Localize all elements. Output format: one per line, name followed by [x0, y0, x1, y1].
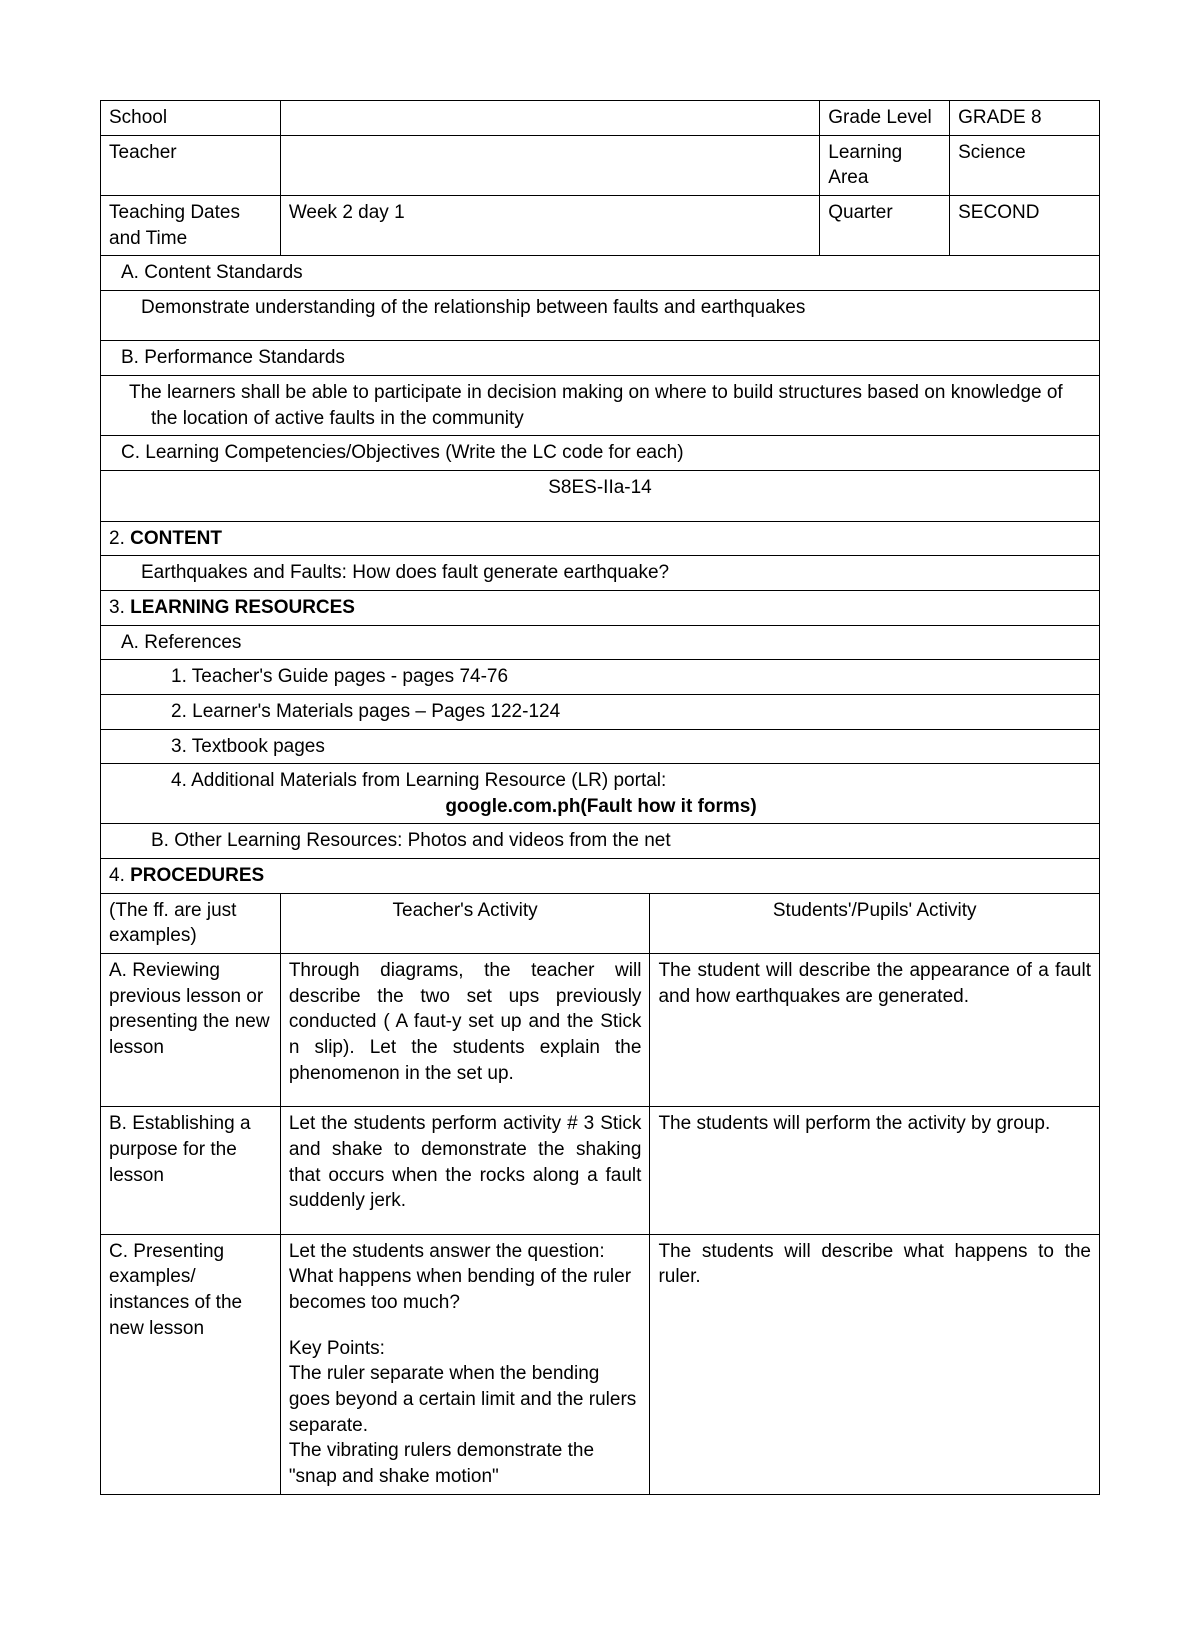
row-proc-c: C. Presenting examples/ instances of the…: [101, 1234, 1100, 1494]
proc-label: PROCEDURES: [130, 865, 264, 886]
text-ref-4-line1: 4. Additional Materials from Learning Re…: [171, 770, 666, 791]
heading-content: 2. CONTENT: [101, 521, 1100, 556]
proc-prefix: 4.: [109, 865, 130, 886]
heading-procedures: 4. PROCEDURES: [101, 859, 1100, 894]
row-teaching-dates: Teaching Dates and Time Week 2 day 1 Qua…: [101, 195, 1100, 255]
row-teacher: Teacher Learning Area Science: [101, 135, 1100, 195]
heading-content-standards: A. Content Standards: [101, 256, 1100, 291]
proc-b-student: The students will perform the activity b…: [650, 1107, 1100, 1235]
row-proc-b: B. Establishing a purpose for the lesson…: [101, 1107, 1100, 1235]
row-school: School Grade Level GRADE 8: [101, 101, 1100, 136]
text-ref-2: 2. Learner's Materials pages – Pages 122…: [101, 694, 1100, 729]
proc-b-teacher: Let the students perform activity # 3 St…: [280, 1107, 650, 1235]
text-ref-4: 4. Additional Materials from Learning Re…: [101, 764, 1100, 824]
proc-c-teacher: Let the students answer the question: Wh…: [280, 1234, 650, 1494]
proc-student-header: Students'/Pupils' Activity: [650, 893, 1100, 953]
row-proc-header: (The ff. are just examples) Teacher's Ac…: [101, 893, 1100, 953]
proc-a-student: The student will describe the appearance…: [650, 954, 1100, 1107]
heading-references: A. References: [101, 625, 1100, 660]
proc-c-teacher-3: Key Points:: [289, 1338, 385, 1359]
proc-c-teacher-2: What happens when bending of the ruler b…: [289, 1266, 631, 1313]
proc-b-label: B. Establishing a purpose for the lesson: [101, 1107, 281, 1235]
text-lc-code: S8ES-IIa-14: [101, 471, 1100, 522]
heading-performance-standards: B. Performance Standards: [101, 341, 1100, 376]
text-ref-3: 3. Textbook pages: [101, 729, 1100, 764]
label-learning-area: Learning Area: [820, 135, 950, 195]
heading-learning-competencies: C. Learning Competencies/Objectives (Wri…: [101, 436, 1100, 471]
text-other-learning: B. Other Learning Resources: Photos and …: [101, 824, 1100, 859]
text-ref-4-line2: google.com.ph(Fault how it forms): [171, 794, 1091, 820]
text-content: Earthquakes and Faults: How does fault g…: [101, 556, 1100, 591]
heading-learning-resources: 3. LEARNING RESOURCES: [101, 590, 1100, 625]
text-performance-standards: The learners shall be able to participat…: [101, 376, 1100, 436]
proc-note: (The ff. are just examples): [101, 893, 281, 953]
proc-a-teacher: Through diagrams, the teacher will descr…: [280, 954, 650, 1107]
content-prefix: 2.: [109, 528, 130, 549]
row-proc-a: A. Reviewing previous lesson or presenti…: [101, 954, 1100, 1107]
value-school: [280, 101, 819, 136]
value-grade-level: GRADE 8: [950, 101, 1100, 136]
value-teacher: [280, 135, 819, 195]
value-quarter: SECOND: [950, 195, 1100, 255]
text-ref-1: 1. Teacher's Guide pages - pages 74-76: [101, 660, 1100, 695]
proc-c-student: The students will describe what happens …: [650, 1234, 1100, 1494]
value-teaching-dates: Week 2 day 1: [280, 195, 819, 255]
proc-c-label: C. Presenting examples/ instances of the…: [101, 1234, 281, 1494]
label-grade-level: Grade Level: [820, 101, 950, 136]
proc-teacher-header: Teacher's Activity: [280, 893, 650, 953]
resources-label: LEARNING RESOURCES: [130, 597, 355, 618]
proc-c-teacher-5: The vibrating rulers demonstrate the "sn…: [289, 1440, 594, 1487]
proc-a-label: A. Reviewing previous lesson or presenti…: [101, 954, 281, 1107]
text-content-standards: Demonstrate understanding of the relatio…: [101, 290, 1100, 341]
label-quarter: Quarter: [820, 195, 950, 255]
label-teaching-dates: Teaching Dates and Time: [101, 195, 281, 255]
value-learning-area: Science: [950, 135, 1100, 195]
proc-c-teacher-4: The ruler separate when the bending goes…: [289, 1363, 636, 1435]
lesson-plan-table: School Grade Level GRADE 8 Teacher Learn…: [100, 100, 1100, 1495]
label-school: School: [101, 101, 281, 136]
content-label: CONTENT: [130, 528, 222, 549]
label-teacher: Teacher: [101, 135, 281, 195]
resources-prefix: 3.: [109, 597, 130, 618]
proc-c-teacher-1: Let the students answer the question:: [289, 1241, 605, 1262]
